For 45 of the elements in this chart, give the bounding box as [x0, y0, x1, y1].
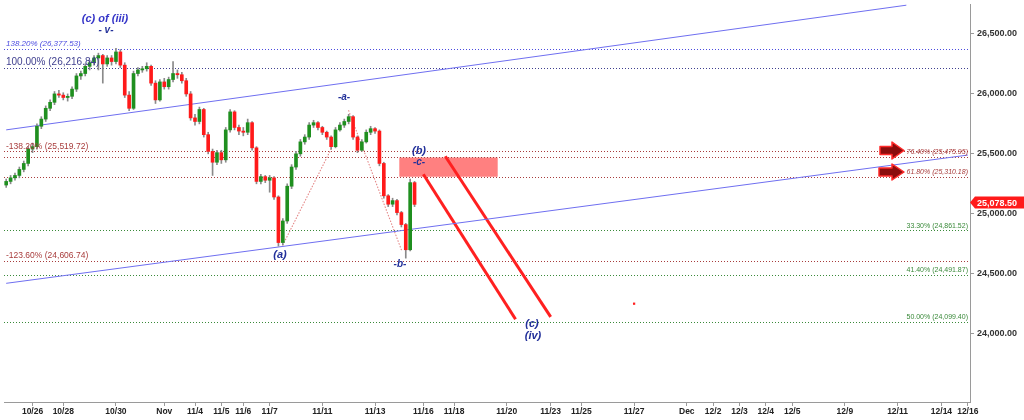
x-tick-label: 11/27 — [623, 406, 645, 417]
y-tick-label: 25,000.00 — [977, 208, 1018, 219]
candlestick — [140, 66, 145, 73]
annotation: (iv) — [524, 329, 542, 342]
ref-line-label: 138.20% (26,377.53) — [6, 38, 82, 48]
annotation: -c- — [412, 155, 426, 167]
text: 25,078.50 — [977, 197, 1018, 208]
annotation: (c) — [525, 317, 540, 330]
y-tick-label: 24,000.00 — [977, 328, 1018, 339]
x-tick-label: 12/2 — [704, 406, 722, 417]
x-tick-label: 11/16 — [412, 406, 434, 417]
y-tick-label: 25,500.00 — [977, 148, 1018, 159]
ref-line-label: -123.60% (24,606.74) — [6, 250, 89, 261]
x-tick-label: 12/5 — [783, 406, 801, 417]
y-tick-label: 26,500.00 — [977, 28, 1018, 39]
x-tick-label: 11/5 — [213, 406, 230, 417]
x-tick-label: 10/26 — [21, 406, 44, 417]
annotation: (a) — [273, 248, 288, 261]
y-tick-label: 26,000.00 — [977, 88, 1018, 99]
annotation: -a- — [337, 90, 351, 102]
x-tick-label: 12/3 — [731, 406, 749, 417]
x-tick-label: 11/13 — [364, 406, 386, 417]
candlestick — [241, 127, 246, 137]
x-tick-label: 11/20 — [496, 406, 518, 417]
y-tick-label: 24,500.00 — [977, 268, 1018, 279]
annotation: - v- — [98, 23, 115, 35]
x-tick-label: 11/11 — [312, 406, 333, 417]
x-tick-label: 10/28 — [52, 406, 75, 417]
annotation: -b- — [393, 257, 408, 269]
x-tick-label: 12/11 — [887, 406, 909, 417]
x-tick-label: 11/4 — [186, 406, 204, 417]
x-tick-label: 12/4 — [757, 406, 775, 417]
annotation: (c) of (iii) — [81, 12, 129, 25]
x-tick-label: Dec — [678, 406, 695, 417]
annotation: (b) — [411, 144, 427, 157]
x-tick-label: Nov — [156, 406, 173, 417]
x-tick-label: 11/7 — [261, 406, 278, 417]
x-tick-label: 12/9 — [836, 406, 854, 417]
x-tick-label: 12/16 — [957, 406, 979, 417]
x-tick-label: 11/25 — [571, 406, 593, 417]
x-tick-label: 11/18 — [443, 406, 465, 417]
x-tick-label: 11/6 — [235, 406, 252, 417]
x-tick-label: 10/30 — [105, 406, 127, 417]
x-tick-label: 12/14 — [930, 406, 953, 417]
x-tick-label: 11/23 — [540, 406, 562, 417]
